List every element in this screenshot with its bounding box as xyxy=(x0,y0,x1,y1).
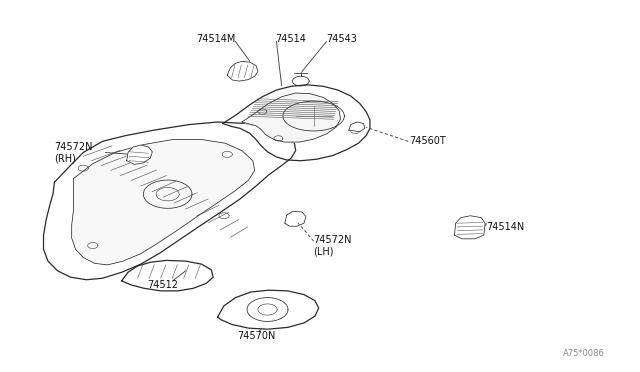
Polygon shape xyxy=(242,93,340,142)
Polygon shape xyxy=(454,216,485,239)
Text: 74512: 74512 xyxy=(147,280,178,289)
Polygon shape xyxy=(227,61,258,81)
Text: 74572N
(LH): 74572N (LH) xyxy=(314,235,352,256)
Polygon shape xyxy=(44,122,296,280)
Polygon shape xyxy=(122,260,213,291)
Text: 74560T: 74560T xyxy=(410,137,446,146)
Text: 74570N: 74570N xyxy=(237,331,275,340)
Text: 74514: 74514 xyxy=(275,34,306,44)
Polygon shape xyxy=(349,122,365,132)
Polygon shape xyxy=(285,211,306,226)
Text: 74543: 74543 xyxy=(326,34,357,44)
Polygon shape xyxy=(218,290,319,329)
Text: 74514M: 74514M xyxy=(196,34,236,44)
Polygon shape xyxy=(72,140,255,265)
Polygon shape xyxy=(127,145,152,164)
Text: 74514N: 74514N xyxy=(486,222,525,232)
Polygon shape xyxy=(223,85,370,161)
Text: A75*0086: A75*0086 xyxy=(563,349,605,358)
Text: 74572N
(RH): 74572N (RH) xyxy=(54,142,93,163)
